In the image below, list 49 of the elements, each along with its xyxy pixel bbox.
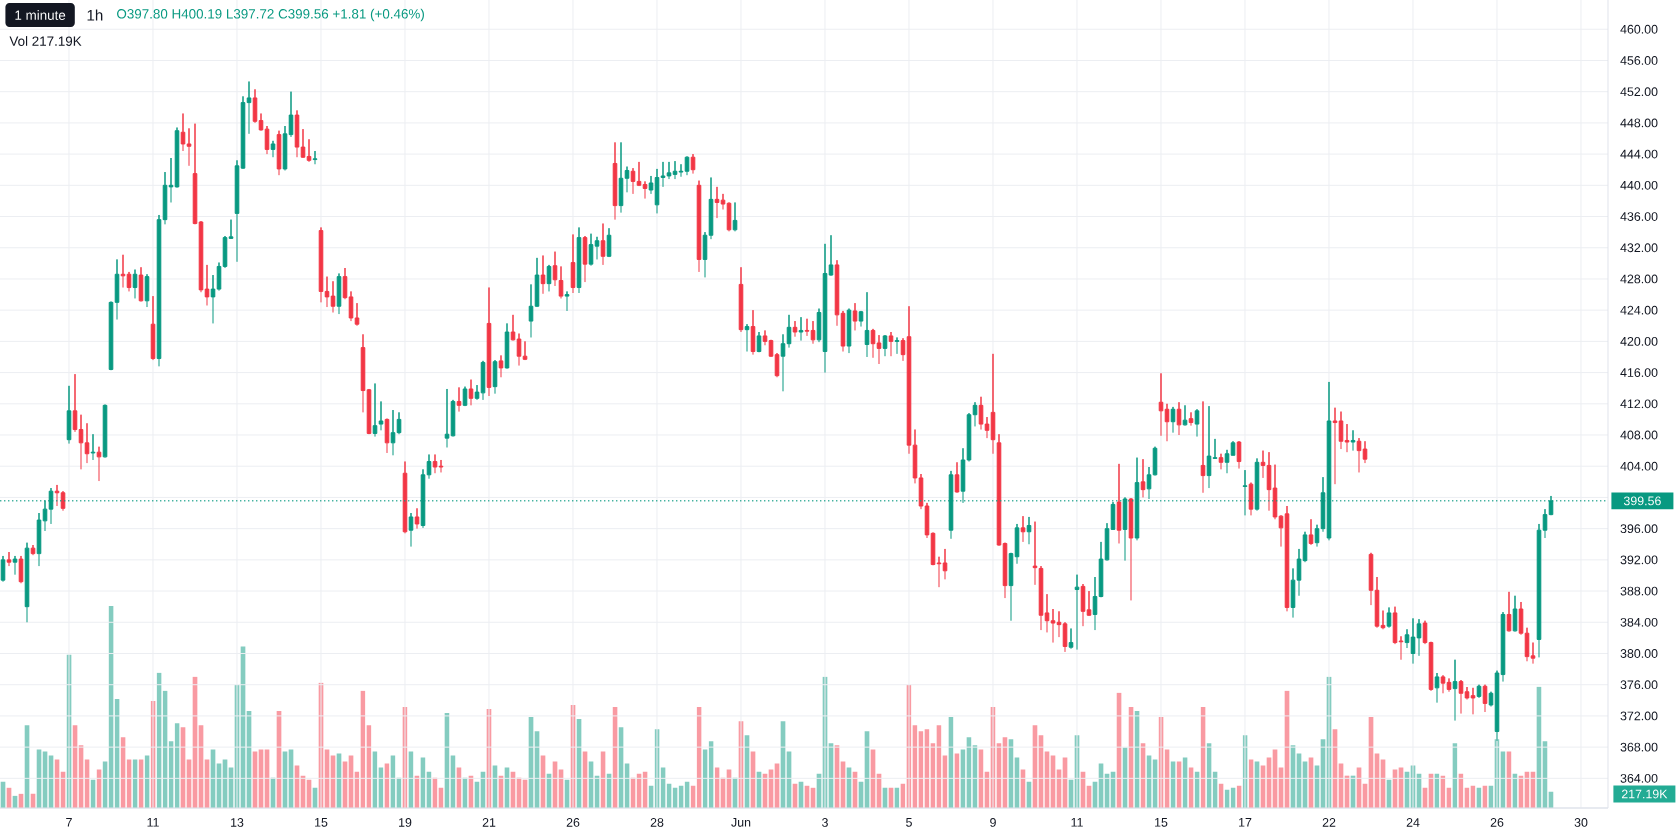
x-tick-label: 24 [1406, 818, 1420, 827]
y-tick-label: 392.00 [1620, 555, 1658, 565]
x-tick-label: 19 [399, 818, 412, 827]
annotation: 1 minute [15, 10, 66, 20]
x-tick-label: 26 [566, 818, 580, 827]
y-tick-label: 364.00 [1620, 773, 1658, 783]
y-tick-label: 432.00 [1620, 243, 1658, 253]
y-tick-label: 456.00 [1620, 56, 1658, 65]
ref-line-label: 399.56 [1623, 496, 1661, 506]
x-tick-label: 17 [1239, 818, 1252, 827]
y-tick-label: 404.00 [1620, 461, 1658, 471]
y-tick-label: 416.00 [1620, 368, 1658, 377]
annotation: O397.80 H400.19 L397.72 C399.56 +1.81 (+0.46%) [117, 8, 424, 22]
x-tick-label: 26 [1490, 818, 1504, 827]
y-tick-label: 436.00 [1620, 212, 1658, 221]
chart-title: 1h [87, 9, 103, 21]
x-tick-label: 22 [1322, 818, 1336, 827]
x-tick-label: 15 [1155, 818, 1168, 827]
y-tick-label: 420.00 [1620, 336, 1658, 346]
x-tick-label: 30 [1574, 818, 1588, 827]
y-tick-label: 372.00 [1620, 711, 1658, 721]
annotation: Vol 217.19K [9, 36, 82, 46]
x-tick-label: 15 [315, 818, 328, 827]
y-tick-label: 396.00 [1620, 524, 1658, 534]
y-tick-label: 460.00 [1620, 24, 1658, 34]
y-tick-label: 376.00 [1620, 680, 1658, 690]
y-tick-label: 448.00 [1620, 118, 1658, 128]
y-tick-label: 384.00 [1620, 617, 1658, 627]
x-tick-label: 11 [147, 818, 159, 827]
y-tick-label: 452.00 [1620, 87, 1658, 97]
y-tick-label: 424.00 [1620, 305, 1658, 315]
y-tick-label: 380.00 [1620, 649, 1658, 658]
x-tick-label: Jun [731, 818, 751, 827]
x-tick-label: 28 [650, 818, 664, 827]
y-tick-label: 440.00 [1620, 180, 1658, 190]
y-tick-label: 388.00 [1620, 586, 1658, 596]
y-tick-label: 412.00 [1620, 399, 1658, 409]
y-tick-label: 368.00 [1620, 742, 1658, 752]
x-tick-label: 7 [66, 818, 72, 827]
x-tick-label: 21 [482, 818, 496, 827]
y-tick-label: 444.00 [1620, 149, 1658, 159]
y-tick-label: 408.00 [1620, 430, 1658, 440]
text: 217.19K [1621, 789, 1668, 799]
x-tick-label: 3 [822, 818, 828, 827]
x-tick-label: 9 [990, 818, 996, 827]
y-tick-label: 428.00 [1620, 274, 1658, 284]
x-tick-label: 5 [906, 818, 912, 827]
x-tick-label: 13 [231, 818, 244, 827]
x-tick-label: 11 [1071, 818, 1083, 827]
